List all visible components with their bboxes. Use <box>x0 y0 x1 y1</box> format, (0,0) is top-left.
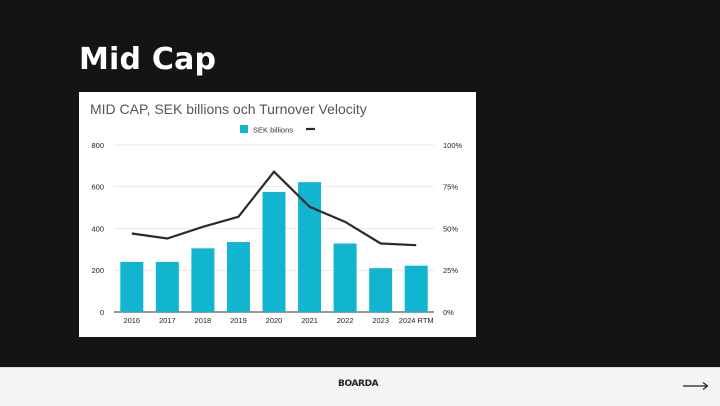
bar-2019 <box>226 242 250 312</box>
x-tick-label: 2020 <box>266 316 283 325</box>
x-tick-label: 2019 <box>230 316 247 325</box>
slide-title: Mid Cap <box>79 42 217 77</box>
bar-2023 <box>369 268 393 312</box>
bar-2017 <box>155 261 179 312</box>
x-tick-label: 2017 <box>159 316 176 325</box>
y-right-tick-label: 100% <box>443 141 463 150</box>
footer-bar: BOARDA <box>0 367 720 406</box>
x-tick-label: 2024 RTM <box>399 316 434 325</box>
combo-chart: MID CAP, SEK billions och Turnover Veloc… <box>90 101 463 325</box>
bar-2018 <box>191 248 215 312</box>
x-tick-label: 2018 <box>195 316 212 325</box>
bar-2022 <box>333 243 357 312</box>
chart-title: MID CAP, SEK billions och Turnover Veloc… <box>90 101 367 117</box>
arrow-right-icon[interactable] <box>682 380 710 392</box>
turnover-velocity-line <box>131 170 417 247</box>
chart-card: MID CAP, SEK billions och Turnover Veloc… <box>79 92 476 337</box>
y-left-tick-label: 400 <box>91 224 104 233</box>
x-tick-label: 2021 <box>301 316 318 325</box>
bar-2021 <box>298 182 322 312</box>
x-tick-label: 2016 <box>123 316 140 325</box>
bar-2024-rtm <box>404 265 428 312</box>
chart-legend: SEK billions <box>240 125 315 135</box>
x-tick-label: 2022 <box>337 316 354 325</box>
y-right-tick-label: 25% <box>443 266 458 275</box>
y-left-tick-label: 0 <box>100 308 104 317</box>
x-tick-label: 2023 <box>372 316 389 325</box>
brand-logo: BOARDA <box>338 379 379 389</box>
legend-swatch-bar <box>240 125 248 133</box>
y-right-tick-label: 75% <box>443 183 458 192</box>
y-left-tick-label: 600 <box>91 183 104 192</box>
bar-2016 <box>120 261 144 312</box>
y-right-tick-label: 0% <box>443 308 454 317</box>
y-left-tick-label: 800 <box>91 141 104 150</box>
y-left-tick-label: 200 <box>91 266 104 275</box>
bar-2020 <box>262 191 286 312</box>
legend-label-bars: SEK billions <box>253 126 293 135</box>
y-right-tick-label: 50% <box>443 224 458 233</box>
